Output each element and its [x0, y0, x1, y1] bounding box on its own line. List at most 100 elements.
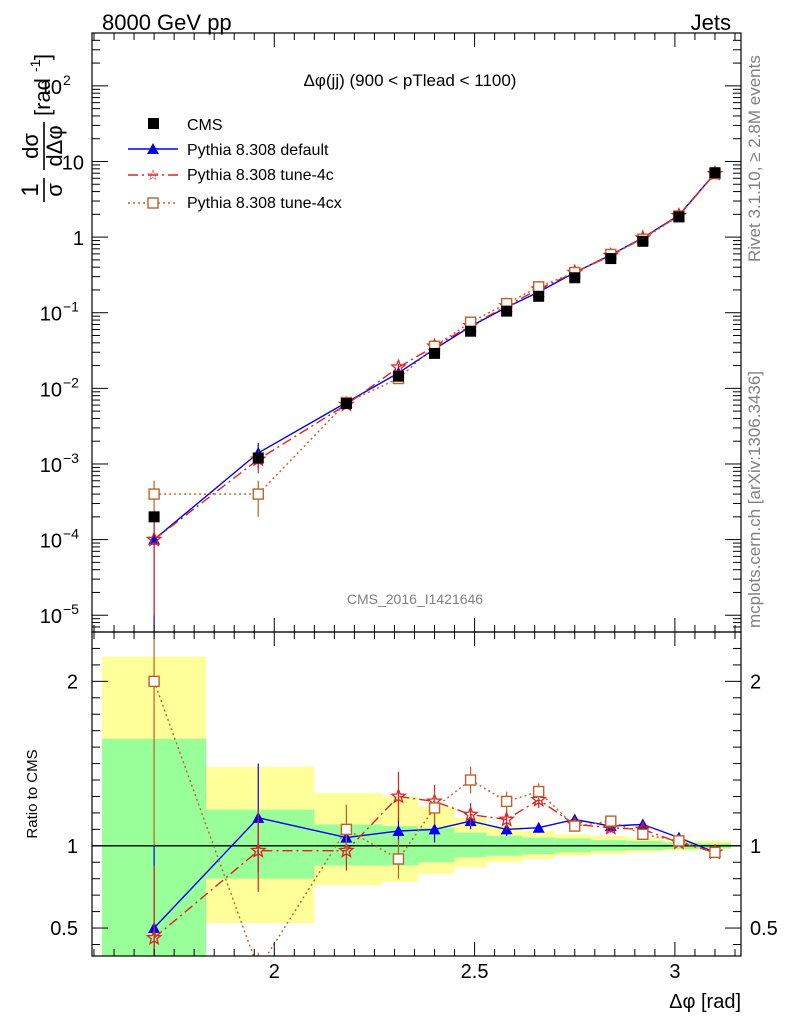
ratio-frame [91, 631, 742, 957]
ratio-y-tick-label: 0.5 [50, 918, 78, 940]
legend-item-cms: CMS [148, 117, 223, 134]
data-point-open-square [709, 846, 721, 859]
main-y-tick-label: 10 [62, 152, 84, 174]
main-y-tick-exponent: −5 [63, 601, 79, 617]
data-point-square [148, 511, 160, 523]
data-point-open-square [532, 785, 545, 798]
mcplots-label: mcplots.cern.ch [arXiv:1306.3436] [745, 371, 764, 628]
data-point-square [465, 325, 477, 337]
watermark: CMS_2016_I1421646 [347, 591, 483, 607]
data-point-open-square [340, 823, 353, 836]
data-point-open-square [148, 675, 160, 688]
main-y-tick-label: 10 [40, 606, 62, 628]
ratio-panel: 0.5 0.5 1 1 2 2 2 2.5 3 Ratio to CMS Δφ [rad] [24, 631, 778, 1013]
legend-default-marker [147, 143, 159, 154]
data-point-open-square [637, 828, 649, 840]
main-series-2 [153, 173, 716, 616]
legend-item-default: Pythia 8.308 default [128, 142, 329, 159]
main-y-tick-exponent: −4 [63, 526, 79, 542]
data-point-open-square [464, 316, 477, 328]
main-series-1 [153, 172, 716, 632]
data-point-star [145, 530, 163, 547]
data-point-triangle [428, 823, 441, 835]
header-left: 8000 GeV pp [102, 10, 232, 35]
ratio-y-ticks: 0.5 0.5 1 1 2 2 [50, 647, 778, 945]
data-point-open-square [464, 774, 477, 786]
data-point-star [498, 810, 516, 827]
rivet-label: Rivet 3.1.10, ≥ 2.8M events [745, 55, 764, 262]
data-point-square [252, 452, 264, 464]
x-tick-label: 2.5 [461, 961, 489, 983]
ratio-y-tick-label-right: 0.5 [750, 918, 778, 940]
data-point-square [501, 305, 513, 317]
main-y-tick-exponent: −2 [63, 374, 79, 390]
ratio-x-ticks: 2 2.5 3 [93, 632, 736, 983]
ylabel-dsigma: dσ [18, 133, 43, 159]
data-point-open-square [392, 853, 405, 865]
main-y-tick-label: 1 [73, 228, 84, 250]
data-point-open-square [500, 795, 513, 808]
data-point-open-square [605, 815, 617, 827]
data-point-square [709, 167, 721, 179]
main-y-tick-label: 10 [40, 304, 62, 326]
main-y-tick-exponent: −1 [63, 299, 79, 315]
ratio-y-tick-label-right: 1 [750, 836, 761, 858]
data-point-square [392, 370, 404, 382]
uncertainty-band-green [454, 832, 487, 858]
data-point-square [673, 211, 685, 223]
legend-cms-marker [148, 118, 159, 129]
ratio-plot-area [92, 632, 741, 956]
data-point-open-square [148, 488, 160, 500]
ylabel-ddphi: dΔφ [42, 125, 67, 166]
data-point-star [462, 805, 479, 822]
data-point-open-square [428, 802, 441, 814]
header-right: Jets [691, 10, 731, 35]
data-point-star [390, 358, 407, 375]
data-point-open-square [673, 835, 685, 847]
main-title: Δφ(jj) (900 < pTlead < 1100) [304, 71, 517, 90]
main-y-tick-label: 10 [40, 379, 62, 401]
legend-tune4cx-marker [147, 197, 159, 209]
main-series-line [154, 173, 716, 495]
main-y-tick-exponent: −3 [63, 450, 79, 466]
main-y-tick-label: 10 [40, 77, 62, 99]
legend-cms-label: CMS [187, 117, 223, 134]
data-point-square [340, 398, 352, 410]
data-point-star [145, 929, 163, 946]
data-point-star [530, 791, 547, 807]
x-axis-label: Δφ [rad] [669, 991, 741, 1013]
ylabel-unit: [rad [30, 78, 55, 116]
data-point-square [605, 253, 617, 265]
x-tick-label: 2 [269, 961, 280, 983]
legend-item-tune4cx: Pythia 8.308 tune-4cx [128, 195, 342, 212]
main-markers-3 [148, 167, 721, 500]
x-tick-label: 3 [669, 961, 680, 983]
main-plot-area [145, 164, 724, 632]
data-point-square [533, 290, 545, 302]
data-point-star [249, 841, 267, 858]
legend: CMS Pythia 8.308 default ☆ Pythia 8.308 … [128, 117, 342, 212]
ratio-series [145, 632, 724, 956]
main-y-tick-label: 10 [40, 455, 62, 477]
ylabel-one: 1 [17, 183, 44, 196]
ylabel-unit-exp: -1 [27, 59, 43, 72]
data-point-triangle [392, 825, 405, 837]
main-y-tick-exponent: 2 [63, 72, 71, 88]
data-point-star [390, 787, 407, 804]
ylabel-sigma: σ [42, 183, 67, 197]
ratio-y-axis-label: Ratio to CMS [24, 749, 41, 838]
ratio-y-tick-label-right: 2 [750, 671, 761, 693]
data-point-open-square [569, 820, 581, 832]
ratio-series-2 [148, 632, 721, 956]
ratio-y-tick-label: 1 [67, 836, 78, 858]
data-point-triangle [532, 821, 545, 833]
data-point-square [569, 272, 581, 284]
data-point-open-square [252, 488, 264, 500]
legend-default-label: Pythia 8.308 default [187, 142, 329, 159]
data-point-square [429, 347, 441, 359]
legend-tune4cx-label: Pythia 8.308 tune-4cx [187, 195, 342, 212]
main-markers-0 [148, 167, 721, 523]
